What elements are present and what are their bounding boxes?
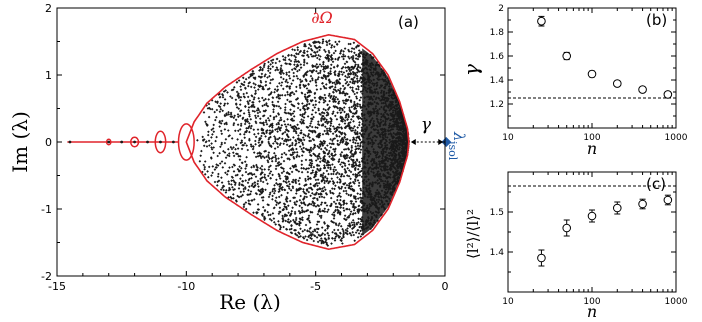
- panel-c-point-3: [612, 203, 622, 213]
- boundary-loop-0: [105, 138, 112, 146]
- panel-b-ytick-label-4: 2: [498, 4, 504, 14]
- axis-eigenvalue-0: [68, 140, 72, 144]
- panel-b-point-0: [537, 16, 546, 26]
- isolated-eigenvalue-point: [441, 137, 452, 147]
- panel-c-xtick-label-0: 10: [502, 297, 514, 307]
- axis-eigenvalue-6: [172, 140, 175, 144]
- panel-c-marks: [508, 185, 676, 267]
- panel-c-xtick-label-1: 100: [583, 297, 600, 307]
- panel-c-xtick-label-2: 1000: [665, 297, 688, 307]
- eigenvalue-dense-core: [362, 48, 409, 236]
- panel-b-xlabel: n: [587, 139, 597, 158]
- panel-b: 10 100 1000 1.2 1.4 1.6 1.8 2 n γ (b): [459, 4, 688, 158]
- panel-a-xlabel: Re (λ): [219, 290, 281, 314]
- panel-c-xlabel: n: [587, 302, 597, 321]
- panel-b-ytick-label-2: 1.6: [490, 52, 505, 62]
- panel-b-ytick-label-1: 1.4: [490, 76, 505, 86]
- gap-arrowhead-left: [410, 139, 416, 145]
- panel-b-xtick-label-1: 100: [583, 133, 600, 143]
- panel-a-ytick-label-1: -1: [41, 203, 52, 216]
- panel-a-marks: [67, 33, 452, 251]
- panel-a-ytick-label-0: -2: [41, 270, 52, 283]
- panel-b-xtick-label-2: 1000: [665, 133, 688, 143]
- boundary-loop-1: [129, 136, 140, 148]
- panel-b-ytick-label-3: 1.8: [490, 28, 505, 38]
- gap-label: γ: [421, 115, 432, 135]
- isolated-eigenvalue-label: λ isol: [446, 131, 468, 161]
- axis-eigenvalue-5: [159, 140, 162, 144]
- panel-a-xtick-label-3: 0: [442, 280, 449, 293]
- eigenvalue-points: [196, 38, 411, 247]
- isolated-label-subscript: isol: [446, 141, 459, 161]
- panel-c: 10 100 1000 1.4 1.5 n ⟨l²⟩/⟨l⟩² (c): [464, 171, 688, 321]
- panel-b-point-4: [638, 85, 647, 94]
- axis-eigenvalue-3: [133, 140, 137, 144]
- panel-a-label: (a): [398, 13, 419, 31]
- panel-a-xtick-label-2: -5: [310, 280, 321, 293]
- panel-c-ytick-label-1: 1.5: [490, 208, 504, 218]
- panel-a-ytick-label-3: 1: [45, 69, 52, 82]
- panel-c-ylabel: ⟨l²⟩/⟨l⟩²: [464, 209, 482, 259]
- panel-b-ytick-label-0: 1.2: [490, 100, 504, 110]
- panel-c-label: (c): [646, 175, 666, 193]
- panel-b-point-3: [612, 79, 622, 88]
- panel-b-point-1: [562, 51, 572, 61]
- spectral-boundary: [185, 33, 410, 251]
- axis-eigenvalue-1: [107, 140, 111, 144]
- panel-a-xtick-label-0: -15: [48, 280, 66, 293]
- panel-b-ylabel: γ: [459, 64, 483, 76]
- panel-c-point-4: [638, 199, 647, 209]
- axis-eigenvalue-4: [146, 140, 149, 144]
- panel-b-point-5: [663, 90, 673, 99]
- panel-b-point-2: [587, 69, 597, 79]
- panel-b-xtick-label-0: 10: [502, 133, 514, 143]
- panel-a-ylabel: Im (λ): [8, 111, 32, 173]
- panel-c-point-1: [562, 223, 572, 233]
- panel-a-ytick-label-4: 2: [45, 2, 52, 15]
- panel-c-point-2: [587, 211, 597, 221]
- panel-a-xtick-label-1: -10: [177, 280, 195, 293]
- panel-c-ticks: 10 100 1000 1.4 1.5: [490, 172, 688, 307]
- panel-a-ytick-label-2: 0: [45, 136, 52, 149]
- panel-c-point-0: [537, 253, 546, 263]
- isolated-label-main: λ: [450, 131, 468, 142]
- panel-b-ticks: 10 100 1000 1.2 1.4 1.6 1.8 2: [490, 4, 688, 143]
- boundary-loop-2: [154, 130, 167, 154]
- axis-eigenvalue-2: [120, 140, 124, 144]
- boundary-loop-3: [177, 123, 195, 161]
- panel-c-ytick-label-0: 1.4: [490, 248, 505, 258]
- eigenvalue-cloud: [196, 38, 411, 247]
- panel-c-point-5: [663, 195, 673, 205]
- boundary-label: ∂Ω: [311, 8, 333, 27]
- panel-b-marks: [508, 15, 676, 99]
- panel-b-label: (b): [646, 11, 667, 29]
